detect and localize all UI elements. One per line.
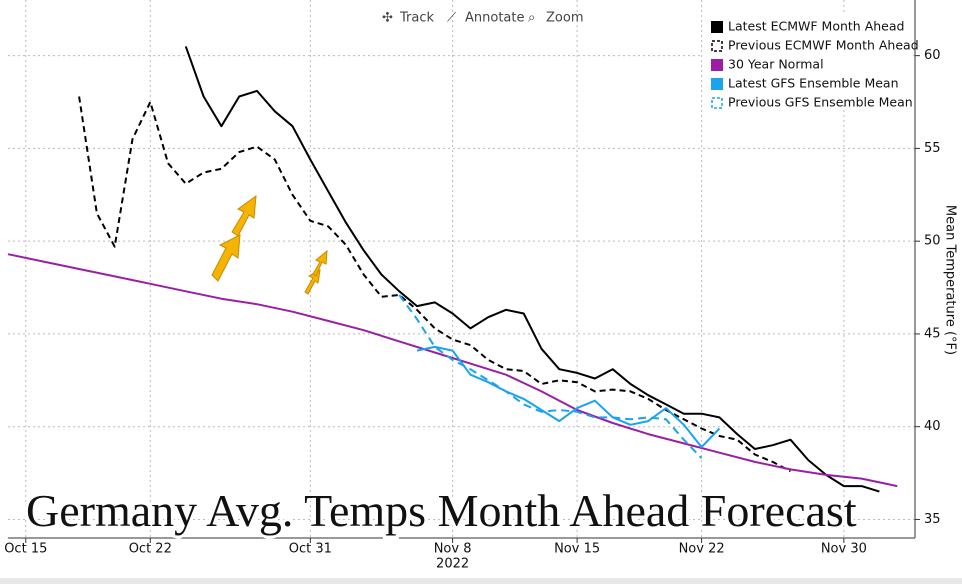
- arrow: [312, 249, 328, 277]
- y-tick-label: 35: [924, 512, 941, 527]
- bottom-strip: [0, 578, 962, 584]
- series-line: [398, 294, 703, 459]
- zoom-icon: ⌕: [528, 11, 535, 26]
- legend-label: Previous ECMWF Month Ahead: [728, 38, 919, 53]
- x-tick-label: Nov 22: [679, 542, 725, 557]
- y-axis-label: Mean Temperature (°F): [943, 205, 958, 355]
- legend-swatch: [711, 21, 723, 33]
- x-tick-label: Oct 15: [4, 542, 47, 557]
- lines: [7, 46, 898, 493]
- legend-box: [703, 14, 913, 102]
- grid: [8, 0, 915, 538]
- arrow: [211, 234, 241, 282]
- chart-title: Germany Avg. Temps Month Ahead Forecast: [26, 485, 857, 536]
- track-icon: ✣: [382, 11, 393, 26]
- toolbar: ✣ Track ⟋ Annotate ⌕ Zoom: [382, 11, 583, 26]
- x-tick-label: Nov 30: [821, 542, 867, 557]
- y-tick-label: 50: [924, 234, 941, 249]
- legend-swatch: [711, 97, 723, 109]
- x-tick-label: Nov 15: [554, 542, 600, 557]
- series-line: [184, 46, 880, 493]
- y-tick-label: 45: [924, 326, 941, 341]
- legend-label: Previous GFS Ensemble Mean: [728, 95, 913, 110]
- annotation-arrows: [211, 194, 328, 295]
- y-tick-label: 55: [924, 141, 941, 156]
- annotate-icon: ⟋: [447, 11, 457, 26]
- x-tick-label: Oct 31: [289, 542, 332, 557]
- legend-label: Latest GFS Ensemble Mean: [728, 76, 899, 91]
- series-line: [7, 253, 898, 488]
- x-tick-label: Oct 22: [129, 542, 172, 557]
- legend-swatch: [711, 78, 723, 90]
- legend: Latest ECMWF Month Ahead Previous ECMWF M…: [703, 14, 919, 110]
- toolbar-button[interactable]: Annotate: [465, 11, 524, 26]
- legend-swatch: [711, 40, 723, 52]
- arrow: [231, 194, 257, 237]
- legend-label: Latest ECMWF Month Ahead: [728, 19, 904, 34]
- x-tick-label: Nov 8: [434, 542, 472, 557]
- series-line: [416, 345, 721, 449]
- legend-swatch: [711, 59, 723, 71]
- toolbar-button[interactable]: Zoom: [546, 11, 583, 26]
- y-tick-label: 60: [924, 48, 941, 63]
- toolbar-button[interactable]: Track: [399, 11, 434, 26]
- x-axis-label: 2022: [436, 557, 469, 572]
- legend-label: 30 Year Normal: [728, 57, 824, 72]
- y-tick-label: 40: [924, 419, 941, 434]
- series-line: [78, 96, 791, 473]
